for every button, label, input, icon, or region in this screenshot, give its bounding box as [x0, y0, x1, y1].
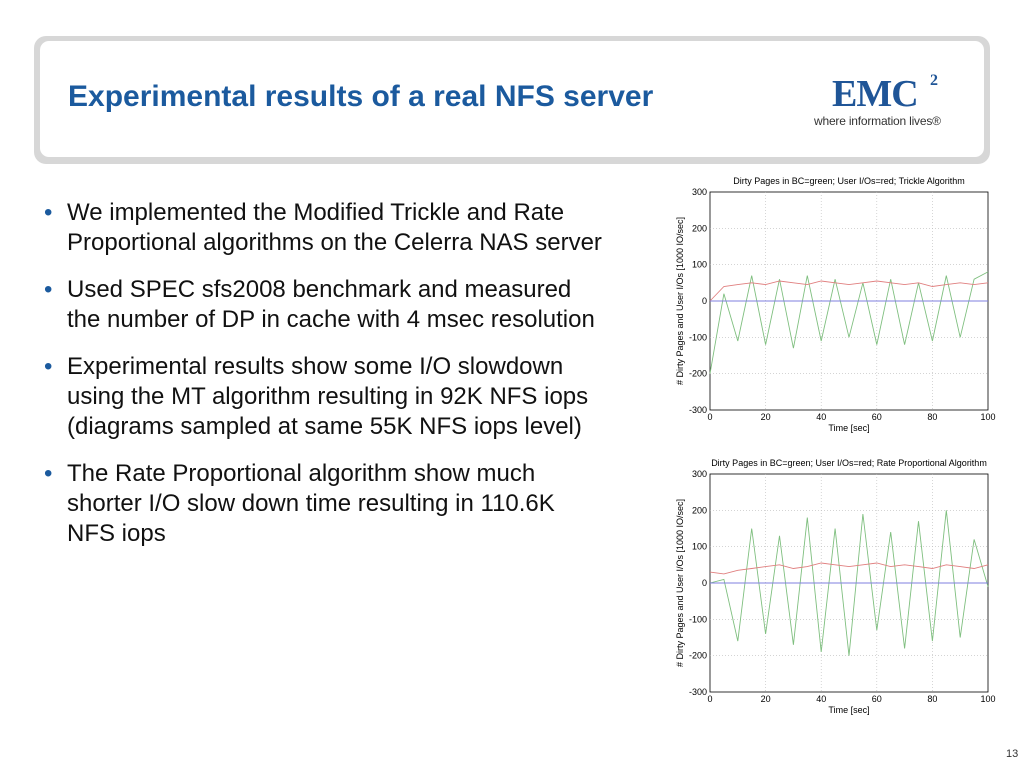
bullet-list: • We implemented the Modified Trickle and… — [44, 198, 604, 566]
bullet-item: • We implemented the Modified Trickle and… — [44, 198, 604, 258]
series-line-0 — [709, 271, 989, 374]
series-line-1 — [709, 280, 989, 302]
bullet-dot-icon: • — [44, 199, 53, 226]
bullet-text: The Rate Proportional algorithm show muc… — [67, 460, 555, 547]
y-tick-label: 0 — [702, 296, 707, 306]
chart-title: Dirty Pages in BC=green; User I/Os=red; … — [733, 176, 965, 186]
x-tick-label: 20 — [761, 694, 771, 704]
trickle-chart-svg: 0 20 40 60 80 100 -300 -200 -100 0 100 200 300 Dirty … — [675, 176, 996, 433]
series-line-1 — [709, 562, 989, 575]
y-tick-label: -200 — [689, 369, 707, 379]
trickle-chart: 0 20 40 60 80 100 -300 -200 -100 0 100 200 300 Dirty … — [660, 170, 1010, 440]
x-axis-label: Time [sec] — [828, 423, 869, 433]
bullet-dot-icon: • — [44, 460, 53, 487]
y-tick-label: -300 — [689, 405, 707, 415]
x-tick-label: 80 — [927, 694, 937, 704]
y-tick-label: -200 — [689, 651, 707, 661]
y-tick-label: -300 — [689, 687, 707, 697]
slide-title: Experimental results of a real NFS serve… — [68, 80, 654, 113]
x-tick-label: 40 — [816, 412, 826, 422]
y-tick-label: 300 — [692, 187, 707, 197]
emc-logo: EMC 2 where information lives® — [812, 72, 962, 132]
x-tick-label: 80 — [927, 412, 937, 422]
bullet-text: Experimental results show some I/O slowd… — [67, 353, 589, 440]
y-tick-label: -100 — [689, 614, 707, 624]
y-tick-label: 300 — [692, 469, 707, 479]
y-tick-label: 200 — [692, 505, 707, 515]
logo-superscript: 2 — [930, 72, 938, 89]
page-number: 13 — [1006, 748, 1019, 760]
x-tick-label: 100 — [980, 412, 995, 422]
x-tick-label: 60 — [872, 694, 882, 704]
x-tick-label: 60 — [872, 412, 882, 422]
bullet-text: We implemented the Modified Trickle and … — [67, 199, 602, 256]
bullet-item: • The Rate Proportional algorithm show mu… — [44, 459, 604, 549]
x-tick-label: 100 — [980, 694, 995, 704]
chart-title: Dirty Pages in BC=green; User I/Os=red; … — [711, 458, 987, 468]
x-tick-label: 20 — [761, 412, 771, 422]
y-tick-label: -100 — [689, 332, 707, 342]
bullet-dot-icon: • — [44, 276, 53, 303]
x-tick-label: 0 — [707, 694, 712, 704]
x-axis-label: Time [sec] — [828, 705, 869, 715]
bullet-text: Used SPEC sfs2008 benchmark and measured… — [67, 276, 595, 333]
bullet-item: • Used SPEC sfs2008 benchmark and measure… — [44, 275, 604, 335]
logo-wordmark: EMC — [832, 73, 919, 115]
rate-proportional-chart-svg: 0 20 40 60 80 100 -300 -200 -100 0 100 200 300 Dirty … — [675, 458, 996, 715]
y-tick-label: 200 — [692, 223, 707, 233]
bullet-dot-icon: • — [44, 353, 53, 380]
series-line-0 — [709, 510, 989, 656]
rate-proportional-chart: 0 20 40 60 80 100 -300 -200 -100 0 100 200 300 Dirty … — [660, 452, 1010, 722]
logo-tagline: where information lives® — [814, 114, 941, 128]
y-tick-label: 100 — [692, 260, 707, 270]
x-tick-label: 0 — [707, 412, 712, 422]
header-panel — [40, 41, 984, 157]
y-tick-label: 0 — [702, 578, 707, 588]
x-tick-label: 40 — [816, 694, 826, 704]
y-axis-label: # Dirty Pages and User I/Os [1000 IO/sec… — [675, 499, 685, 667]
y-tick-label: 100 — [692, 542, 707, 552]
y-axis-label: # Dirty Pages and User I/Os [1000 IO/sec… — [675, 217, 685, 385]
bullet-item: • Experimental results show some I/O slow… — [44, 352, 604, 442]
